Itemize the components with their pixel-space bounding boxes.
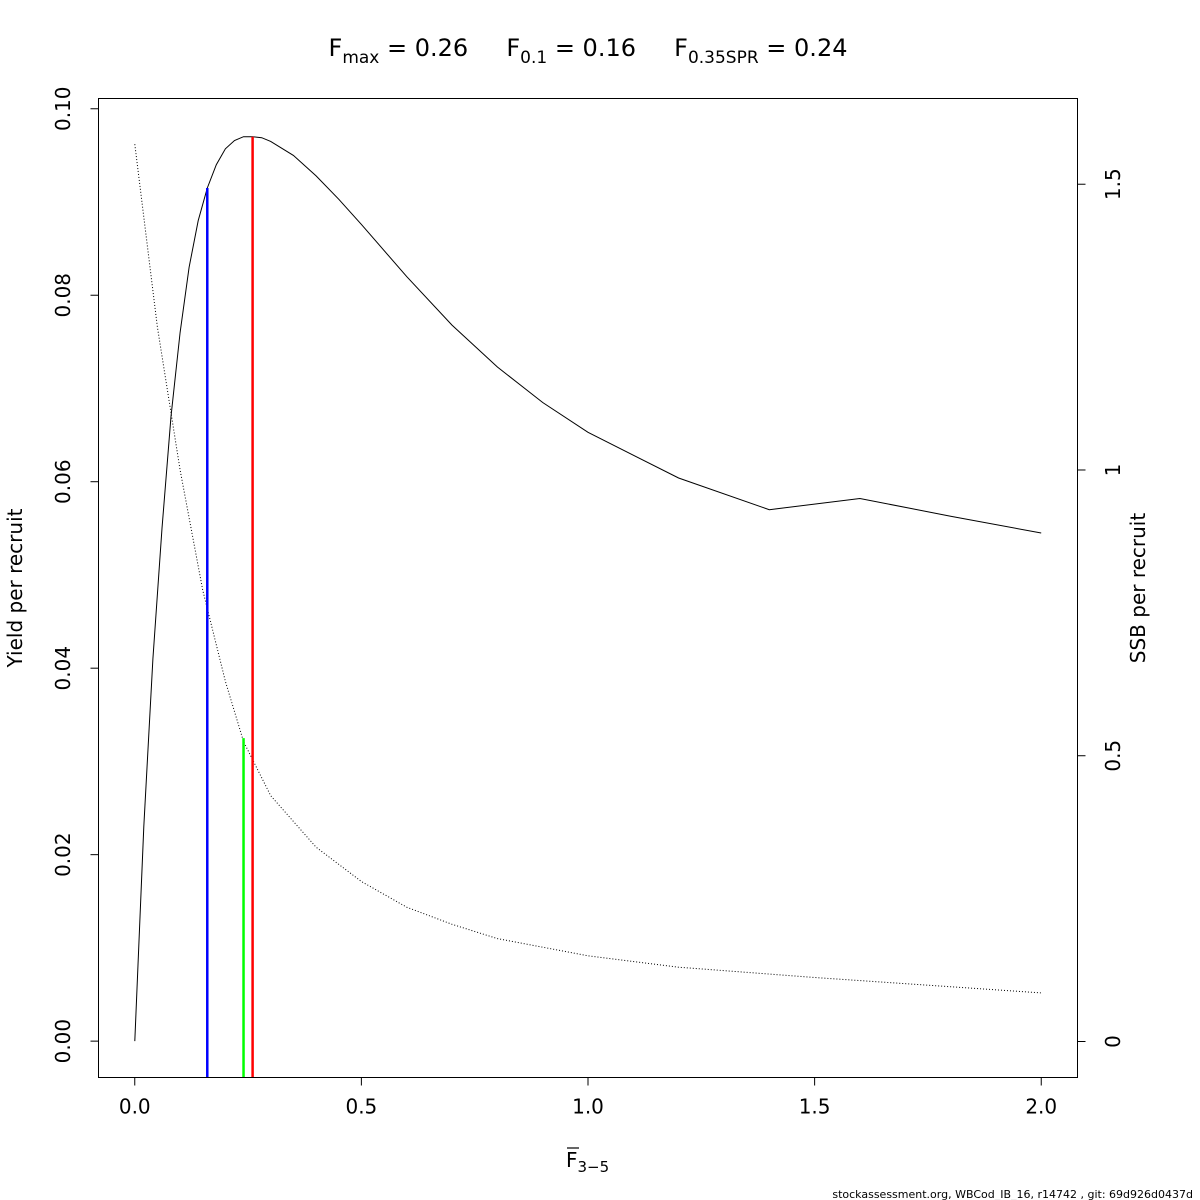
y-left-tick-label: 0.06 — [51, 459, 75, 504]
y-right-tick-label: 0 — [1101, 1035, 1125, 1048]
x-tick-label: 1.0 — [572, 1095, 604, 1119]
y-left-tick-label: 0.02 — [51, 832, 75, 877]
title-subscript: 0.35SPR — [688, 48, 759, 68]
y-axis-right: 0 0.5 1 1.5 — [1077, 168, 1125, 1048]
ssb-per-recruit-line — [134, 144, 1042, 994]
chart-title: Fmax = 0.26 F0.1 = 0.16 F0.35SPR = 0.24 — [329, 34, 848, 68]
y-right-tick-label: 0.5 — [1101, 740, 1125, 772]
x-tick-label: 2.0 — [1025, 1095, 1057, 1119]
x-axis-label-symbol: F — [566, 1148, 578, 1172]
title-symbol: F — [636, 34, 688, 62]
y-left-tick-label: 0.04 — [51, 646, 75, 691]
y-axis-left: 0.00 0.02 0.04 0.06 0.08 0.10 — [51, 86, 99, 1063]
y-left-tick-label: 0.10 — [51, 86, 75, 131]
title-text: Fmax = 0.26 F0.1 = 0.16 F0.35SPR = 0.24 — [329, 34, 848, 68]
plot-area — [134, 136, 1042, 1078]
x-axis-label-text: F3−5 — [566, 1148, 609, 1176]
title-value: = 0.26 — [379, 34, 468, 62]
y-left-tick-label: 0.08 — [51, 273, 75, 318]
x-tick-label: 1.5 — [799, 1095, 831, 1119]
y-axis-right-label: SSB per recruit — [1126, 513, 1150, 664]
x-axis-label: F3−5 — [566, 1147, 609, 1176]
x-tick-label: 0.0 — [119, 1095, 151, 1119]
title-symbol: F — [329, 34, 343, 62]
title-value: = 0.24 — [759, 34, 848, 62]
x-axis: 0.0 0.5 1.0 1.5 2.0 — [119, 1077, 1057, 1119]
footer-credit: stockassessment.org, WBCod_IB_16, r14742… — [832, 1188, 1193, 1200]
y-left-tick-label: 0.00 — [51, 1019, 75, 1064]
x-axis-label-subscript: 3−5 — [578, 1158, 610, 1176]
title-subscript: 0.1 — [520, 48, 547, 68]
y-axis-left-label: Yield per recruit — [3, 508, 27, 668]
title-subscript: max — [342, 48, 379, 68]
y-right-tick-label: 1 — [1101, 464, 1125, 477]
title-value: = 0.16 — [547, 34, 636, 62]
x-tick-label: 0.5 — [345, 1095, 377, 1119]
plot-frame — [98, 98, 1078, 1078]
yield-per-recruit-line — [134, 136, 1042, 1042]
y-right-tick-label: 1.5 — [1101, 168, 1125, 200]
title-symbol: F — [468, 34, 520, 62]
